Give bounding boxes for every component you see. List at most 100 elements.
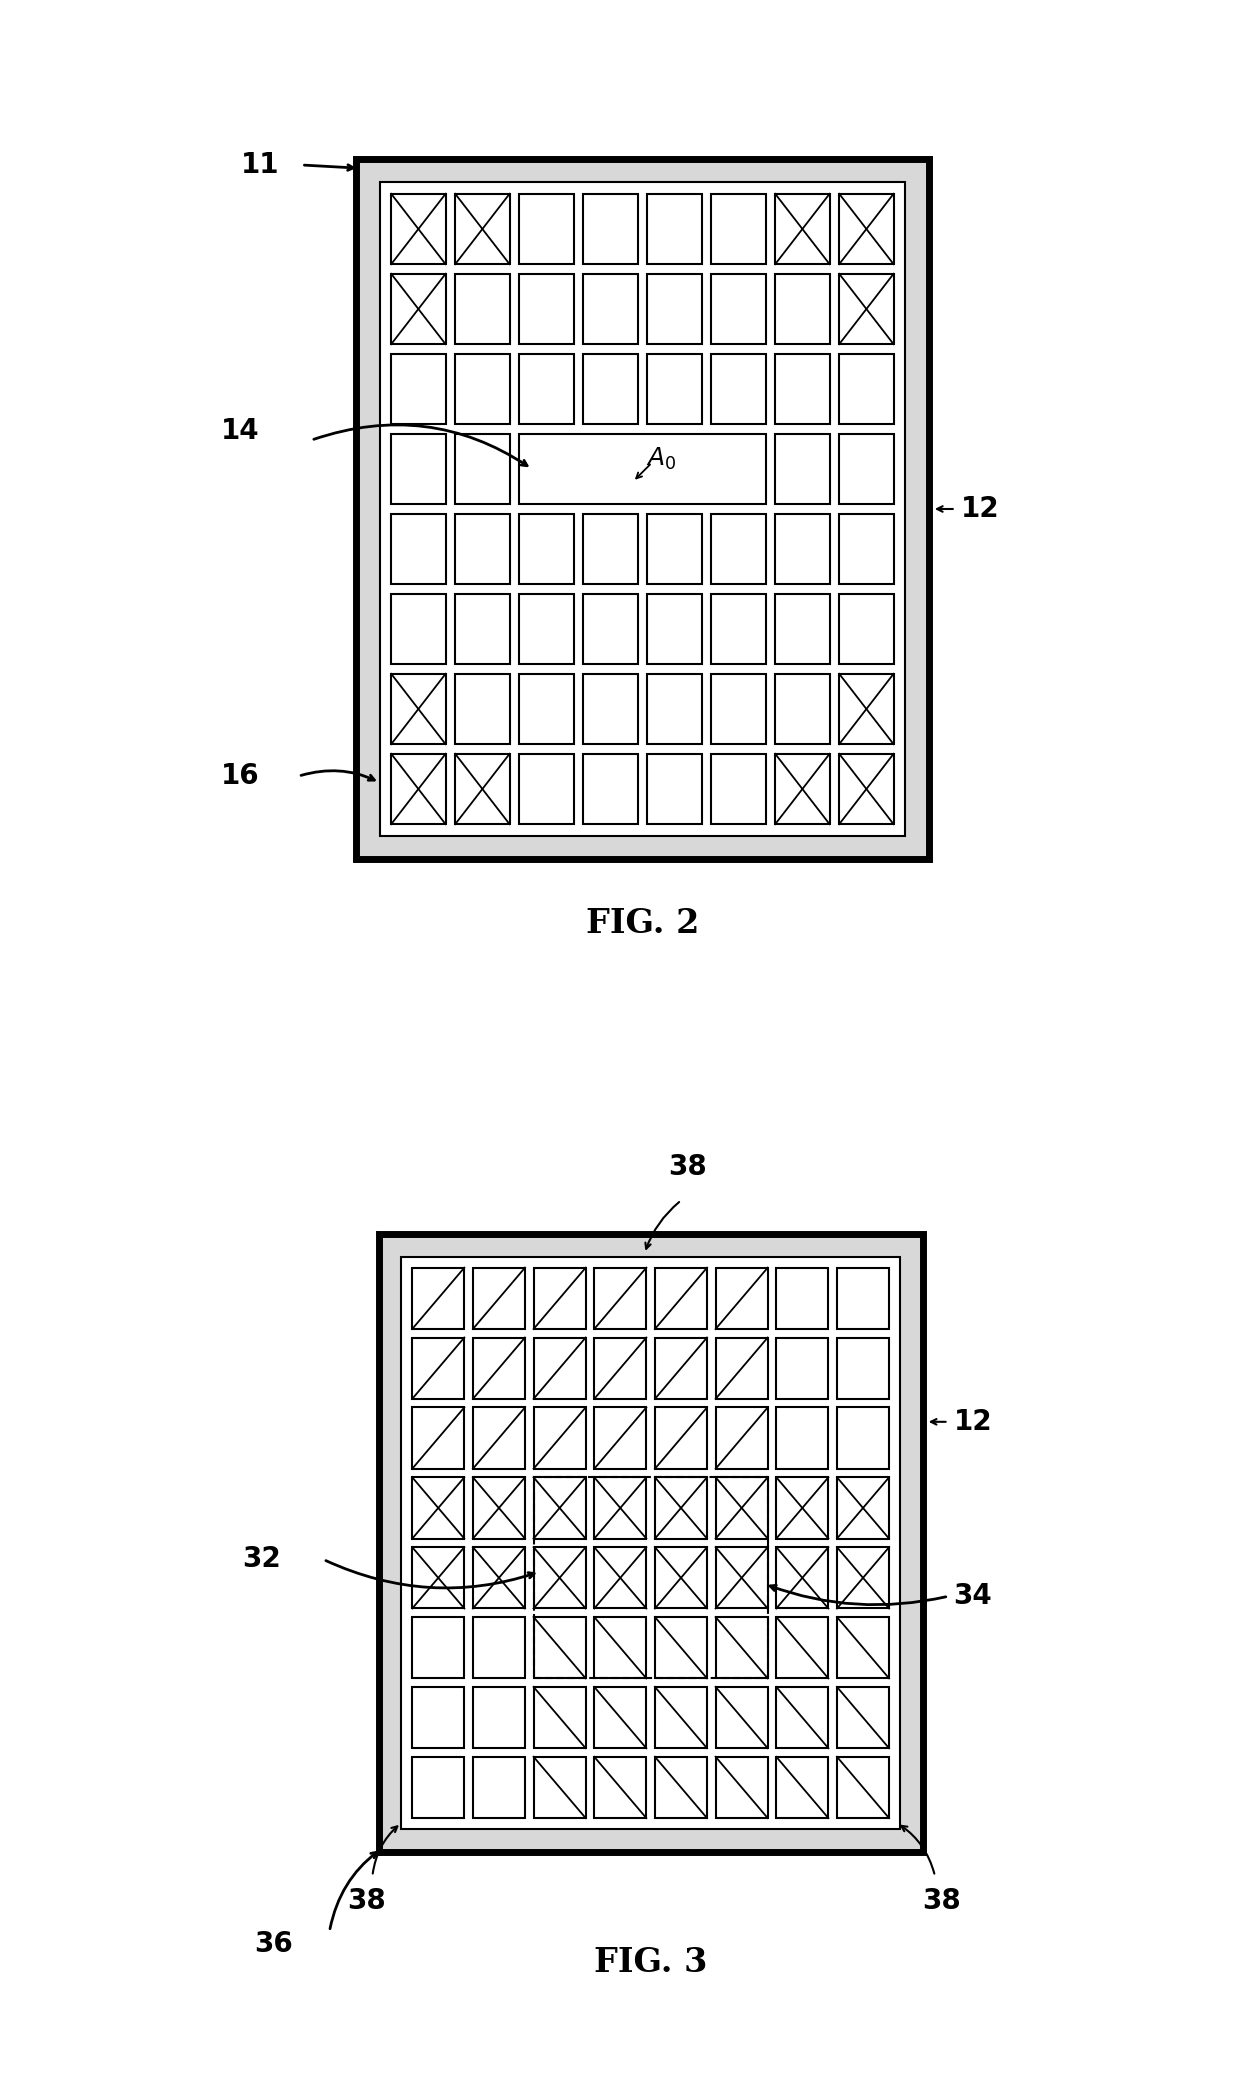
Bar: [594, 1408, 646, 1469]
Bar: [839, 595, 894, 663]
Bar: [837, 1477, 889, 1539]
Text: 14: 14: [222, 417, 260, 444]
Text: FIG. 2: FIG. 2: [585, 907, 699, 941]
Text: 12: 12: [961, 494, 999, 524]
Text: 16: 16: [222, 761, 260, 791]
Text: 38: 38: [921, 1888, 961, 1915]
Bar: [412, 1268, 464, 1329]
Bar: [533, 1477, 768, 1679]
Bar: [839, 355, 894, 423]
Bar: [594, 1268, 646, 1329]
Text: 11: 11: [241, 150, 279, 179]
Bar: [455, 194, 510, 265]
Bar: [837, 1756, 889, 1819]
Bar: [472, 1477, 525, 1539]
Bar: [776, 1268, 828, 1329]
Bar: [391, 434, 445, 505]
Bar: [583, 753, 637, 824]
Bar: [520, 753, 574, 824]
Bar: [391, 513, 445, 584]
Bar: [391, 194, 445, 265]
Bar: [839, 513, 894, 584]
Bar: [837, 1617, 889, 1679]
Bar: [712, 513, 765, 584]
Bar: [776, 1756, 828, 1819]
Bar: [715, 1688, 768, 1748]
Bar: [837, 1688, 889, 1748]
Bar: [472, 1756, 525, 1819]
Bar: [520, 194, 574, 265]
Bar: [533, 1268, 585, 1329]
Bar: [520, 595, 574, 663]
Bar: [356, 159, 929, 859]
Bar: [715, 1617, 768, 1679]
Bar: [594, 1617, 646, 1679]
Bar: [712, 355, 765, 423]
Bar: [647, 194, 702, 265]
Bar: [655, 1337, 707, 1400]
Bar: [533, 1548, 585, 1608]
Bar: [837, 1337, 889, 1400]
Bar: [455, 513, 510, 584]
Bar: [775, 355, 830, 423]
Bar: [776, 1337, 828, 1400]
Bar: [533, 1408, 585, 1469]
Bar: [647, 355, 702, 423]
Bar: [655, 1268, 707, 1329]
Bar: [594, 1756, 646, 1819]
Bar: [594, 1477, 646, 1539]
Text: 12: 12: [954, 1408, 992, 1435]
Bar: [533, 1617, 585, 1679]
Bar: [715, 1408, 768, 1469]
Text: 36: 36: [254, 1930, 293, 1959]
Bar: [776, 1548, 828, 1608]
Bar: [775, 194, 830, 265]
Bar: [839, 273, 894, 344]
Bar: [583, 513, 637, 584]
Bar: [715, 1548, 768, 1608]
Bar: [391, 753, 445, 824]
Bar: [775, 753, 830, 824]
Bar: [520, 273, 574, 344]
Bar: [647, 595, 702, 663]
Bar: [776, 1617, 828, 1679]
Bar: [583, 273, 637, 344]
Bar: [775, 273, 830, 344]
Bar: [776, 1477, 828, 1539]
Bar: [533, 1688, 585, 1748]
Bar: [837, 1268, 889, 1329]
Bar: [839, 753, 894, 824]
Bar: [776, 1408, 828, 1469]
Bar: [378, 1235, 923, 1852]
Bar: [583, 595, 637, 663]
Bar: [455, 595, 510, 663]
Bar: [712, 595, 765, 663]
Text: 32: 32: [242, 1546, 280, 1573]
Bar: [647, 674, 702, 745]
Bar: [647, 753, 702, 824]
Bar: [391, 355, 445, 423]
Bar: [533, 1477, 585, 1539]
Bar: [655, 1688, 707, 1748]
Bar: [455, 355, 510, 423]
Bar: [583, 355, 637, 423]
Bar: [412, 1756, 464, 1819]
Bar: [520, 434, 765, 505]
Bar: [712, 194, 765, 265]
Bar: [472, 1268, 525, 1329]
Bar: [837, 1548, 889, 1608]
Bar: [412, 1337, 464, 1400]
Bar: [655, 1408, 707, 1469]
Bar: [520, 355, 574, 423]
Text: $A_0$: $A_0$: [646, 446, 677, 474]
Bar: [712, 674, 765, 745]
Bar: [455, 753, 510, 824]
Text: FIG. 3: FIG. 3: [594, 1946, 707, 1980]
Bar: [594, 1688, 646, 1748]
Bar: [839, 674, 894, 745]
Bar: [455, 434, 510, 505]
Bar: [472, 1408, 525, 1469]
Bar: [647, 273, 702, 344]
Bar: [391, 273, 445, 344]
Bar: [837, 1408, 889, 1469]
